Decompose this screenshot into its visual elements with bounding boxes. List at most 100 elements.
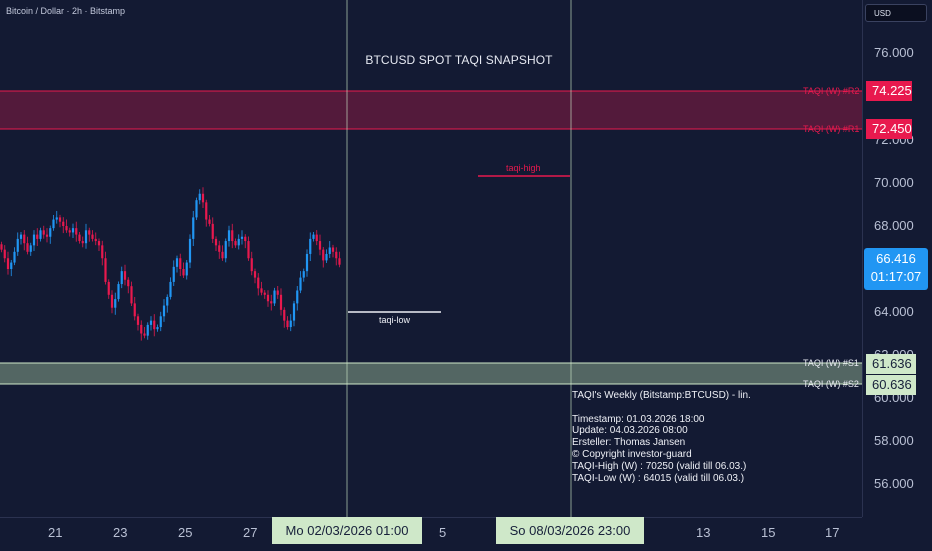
candle-body xyxy=(286,320,289,328)
time-tick: 5 xyxy=(439,525,447,540)
candle-body xyxy=(104,258,107,282)
candle-body xyxy=(231,230,234,242)
candle-body xyxy=(71,228,75,233)
candle-body xyxy=(289,320,292,328)
support-zone xyxy=(0,363,862,384)
candle-body xyxy=(169,281,172,297)
candle-body xyxy=(270,301,273,304)
candle-body xyxy=(143,333,146,336)
candle-body xyxy=(328,247,331,254)
candle-body xyxy=(273,290,276,304)
taqi-info-text: TAQI's Weekly (Bitstamp:BTCUSD) - lin. T… xyxy=(572,390,751,484)
candle-body xyxy=(185,262,188,276)
candle-body xyxy=(75,228,78,235)
crosshair-time-label-1: Mo 02/03/2026 01:00 xyxy=(272,517,422,544)
candle-body xyxy=(32,234,36,246)
candle-body xyxy=(78,234,81,242)
crosshair-time-label-2: So 08/03/2026 23:00 xyxy=(496,517,644,544)
candle-body xyxy=(159,316,162,328)
candle-body xyxy=(244,236,247,242)
price-tick: 58.000 xyxy=(874,433,914,448)
time-axis[interactable] xyxy=(0,517,862,551)
candle-body xyxy=(279,294,283,310)
candle-body xyxy=(127,279,130,287)
candle-body xyxy=(136,316,140,325)
candle-body xyxy=(166,296,169,306)
candle-body xyxy=(205,202,208,220)
candlestick-chart[interactable] xyxy=(0,0,862,517)
currency-button[interactable]: USD xyxy=(865,4,927,22)
candle-body xyxy=(315,234,318,242)
price-tick: 76.000 xyxy=(874,45,914,60)
candle-body xyxy=(23,234,26,244)
last-price-tag: 66.416 01:17:07 xyxy=(864,248,928,290)
candle-body xyxy=(140,324,143,334)
candle-body xyxy=(253,271,257,278)
candle-body xyxy=(120,271,123,285)
r2-line-label: TAQI (W) #R2 xyxy=(803,86,860,96)
price-tick: 70.000 xyxy=(874,175,914,190)
time-tick: 21 xyxy=(48,525,63,540)
candle-body xyxy=(335,251,338,259)
candle-body xyxy=(130,286,133,304)
symbol-legend[interactable]: Bitcoin / Dollar · 2h · Bitstamp xyxy=(6,6,126,16)
candle-body xyxy=(195,200,198,218)
candle-body xyxy=(29,245,32,252)
bar-countdown: 01:17:07 xyxy=(870,269,922,284)
chart-plot-area[interactable] xyxy=(0,0,862,517)
candle-body xyxy=(94,238,97,242)
candle-body xyxy=(149,320,153,325)
candle-body xyxy=(322,249,325,261)
r1-price-tag: 72.450 xyxy=(866,119,912,139)
candle-body xyxy=(101,245,104,259)
candle-body xyxy=(68,230,71,233)
price-tick: 68.000 xyxy=(874,218,914,233)
candle-body xyxy=(36,234,39,239)
candle-body xyxy=(19,234,23,239)
candle-body xyxy=(247,241,250,259)
candle-body xyxy=(117,284,120,300)
time-tick: 17 xyxy=(825,525,840,540)
time-tick: 27 xyxy=(243,525,258,540)
candle-body xyxy=(312,234,315,239)
candle-body xyxy=(250,258,253,272)
candle-body xyxy=(283,309,286,321)
candle-body xyxy=(224,241,227,259)
candle-body xyxy=(153,320,156,330)
candle-body xyxy=(188,238,192,263)
r2-price-tag: 74.225 xyxy=(866,81,912,101)
s2-line-label: TAQI (W) #S2 xyxy=(803,379,859,389)
candle-body xyxy=(296,290,299,304)
candle-body xyxy=(276,290,279,295)
candle-body xyxy=(107,281,110,295)
candle-body xyxy=(81,241,84,244)
candle-body xyxy=(133,303,136,317)
price-tick: 64.000 xyxy=(874,304,914,319)
taqi-high-label: taqi-high xyxy=(506,163,541,173)
candle-body xyxy=(97,241,101,246)
s2-price-tag: 60.636 xyxy=(866,375,916,395)
candle-body xyxy=(305,253,309,272)
time-tick: 13 xyxy=(696,525,711,540)
candle-body xyxy=(260,288,263,293)
candle-body xyxy=(39,230,42,239)
candle-body xyxy=(201,193,205,203)
candle-body xyxy=(49,228,52,237)
candle-body xyxy=(318,241,322,250)
candle-body xyxy=(198,193,201,201)
candle-body xyxy=(214,238,218,246)
last-price-value: 66.416 xyxy=(876,251,916,266)
candle-body xyxy=(123,271,127,280)
candle-body xyxy=(240,236,244,239)
candle-body xyxy=(227,230,231,242)
candle-body xyxy=(234,241,237,246)
candle-body xyxy=(338,258,341,265)
candle-body xyxy=(309,238,312,254)
price-axis[interactable] xyxy=(862,0,932,517)
candle-body xyxy=(237,238,240,246)
candle-body xyxy=(3,249,6,259)
candle-body xyxy=(42,230,45,235)
candle-body xyxy=(0,244,3,250)
candle-body xyxy=(175,258,179,267)
candle-body xyxy=(55,217,58,220)
